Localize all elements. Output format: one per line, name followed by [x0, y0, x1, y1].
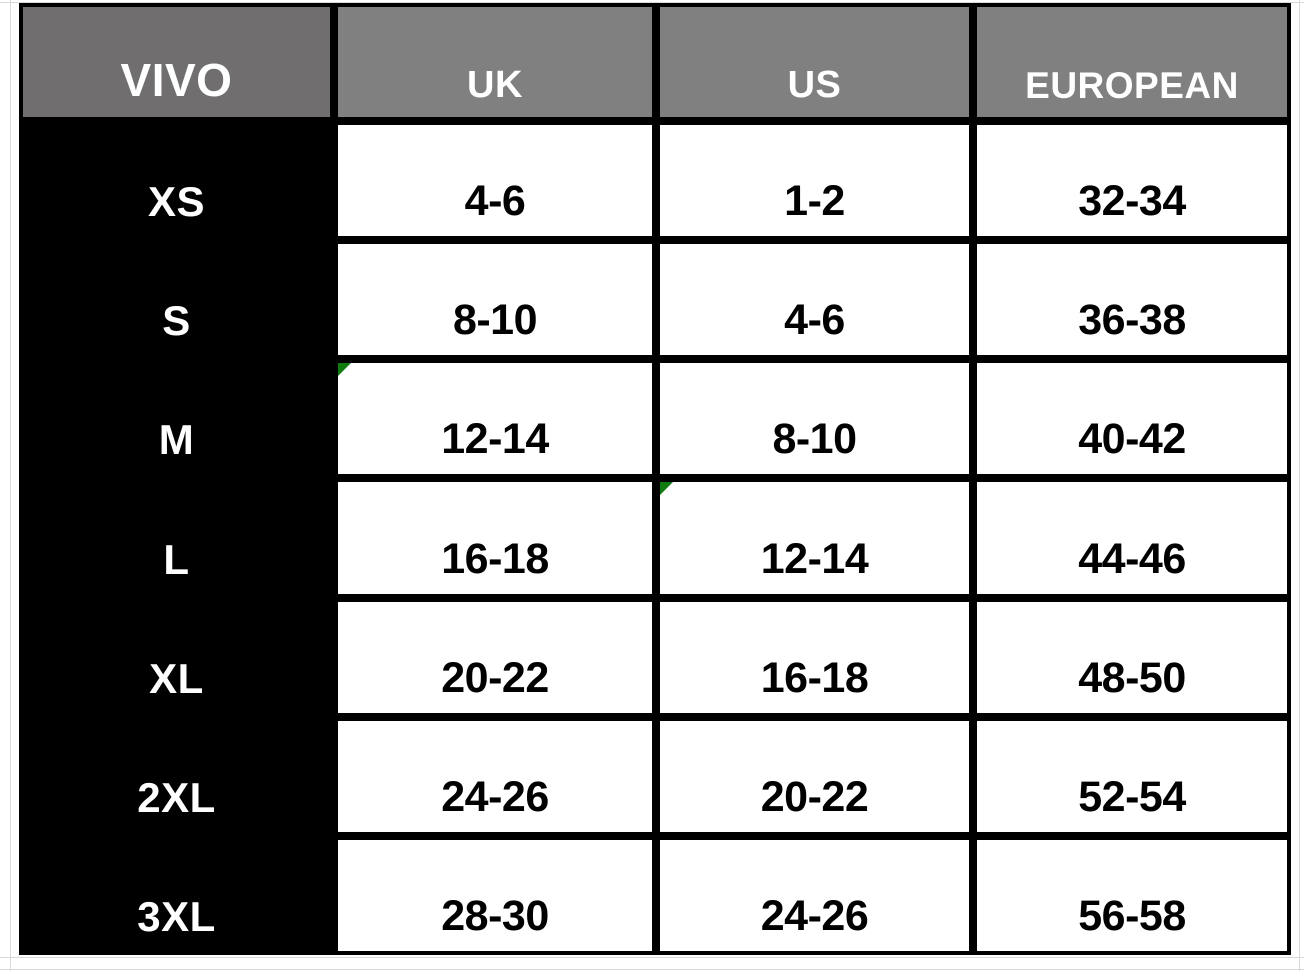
cell-uk-size: 12-14	[334, 359, 656, 479]
size-conversion-table: VIVO UK US EUROPEAN XS 4-6 1-2 32-34 S 8…	[19, 3, 1291, 955]
cell-value: 12-14	[760, 534, 869, 583]
cell-us-size: 12-14	[656, 478, 973, 598]
cell-us-size: 20-22	[656, 716, 973, 836]
cell-vivo-size: 3XL	[19, 835, 334, 955]
cell-us-size: 8-10	[656, 359, 973, 479]
table-row: L 16-18 12-14 44-46	[19, 478, 1291, 598]
cell-value: 12-14	[441, 415, 549, 464]
cell-us-size: 24-26	[656, 835, 973, 955]
cell-uk-size: 24-26	[334, 716, 656, 836]
cell-vivo-size: M	[19, 359, 334, 479]
cell-uk-size: 4-6	[334, 121, 656, 241]
table-row: 2XL 24-26 20-22 52-54	[19, 716, 1291, 836]
cell-eu-size: 52-54	[973, 716, 1291, 836]
size-chart-container: VIVO UK US EUROPEAN XS 4-6 1-2 32-34 S 8…	[19, 3, 1291, 955]
cell-us-size: 4-6	[656, 240, 973, 360]
table-row: M 12-14 8-10 40-42	[19, 359, 1291, 479]
cell-vivo-size: XL	[19, 597, 334, 717]
cell-vivo-size: 2XL	[19, 716, 334, 836]
comment-marker-icon	[660, 482, 673, 496]
sheet-gridline-horizontal	[0, 969, 1304, 970]
table-row: 3XL 28-30 24-26 56-58	[19, 835, 1291, 955]
cell-eu-size: 36-38	[973, 240, 1291, 360]
cell-uk-size: 28-30	[334, 835, 656, 955]
sheet-gridline-vertical	[10, 0, 11, 971]
cell-uk-size: 20-22	[334, 597, 656, 717]
table-row: XL 20-22 16-18 48-50	[19, 597, 1291, 717]
column-header-us: US	[656, 3, 973, 121]
sheet-gridline-vertical	[1299, 0, 1300, 971]
cell-eu-size: 48-50	[973, 597, 1291, 717]
cell-vivo-size: XS	[19, 121, 334, 241]
table-header-row: VIVO UK US EUROPEAN	[19, 3, 1291, 121]
sheet-gridline-horizontal	[0, 957, 1304, 958]
cell-eu-size: 40-42	[973, 359, 1291, 479]
cell-uk-size: 8-10	[334, 240, 656, 360]
cell-us-size: 1-2	[656, 121, 973, 241]
table-row: XS 4-6 1-2 32-34	[19, 121, 1291, 241]
cell-uk-size: 16-18	[334, 478, 656, 598]
sheet-gridline-horizontal	[0, 2, 1304, 3]
comment-marker-icon	[338, 363, 351, 377]
cell-vivo-size: L	[19, 478, 334, 598]
cell-eu-size: 32-34	[973, 121, 1291, 241]
cell-eu-size: 44-46	[973, 478, 1291, 598]
table-row: S 8-10 4-6 36-38	[19, 240, 1291, 360]
column-header-vivo: VIVO	[19, 3, 334, 121]
cell-us-size: 16-18	[656, 597, 973, 717]
cell-vivo-size: S	[19, 240, 334, 360]
column-header-uk: UK	[334, 3, 656, 121]
column-header-european: EUROPEAN	[973, 3, 1291, 121]
cell-eu-size: 56-58	[973, 835, 1291, 955]
